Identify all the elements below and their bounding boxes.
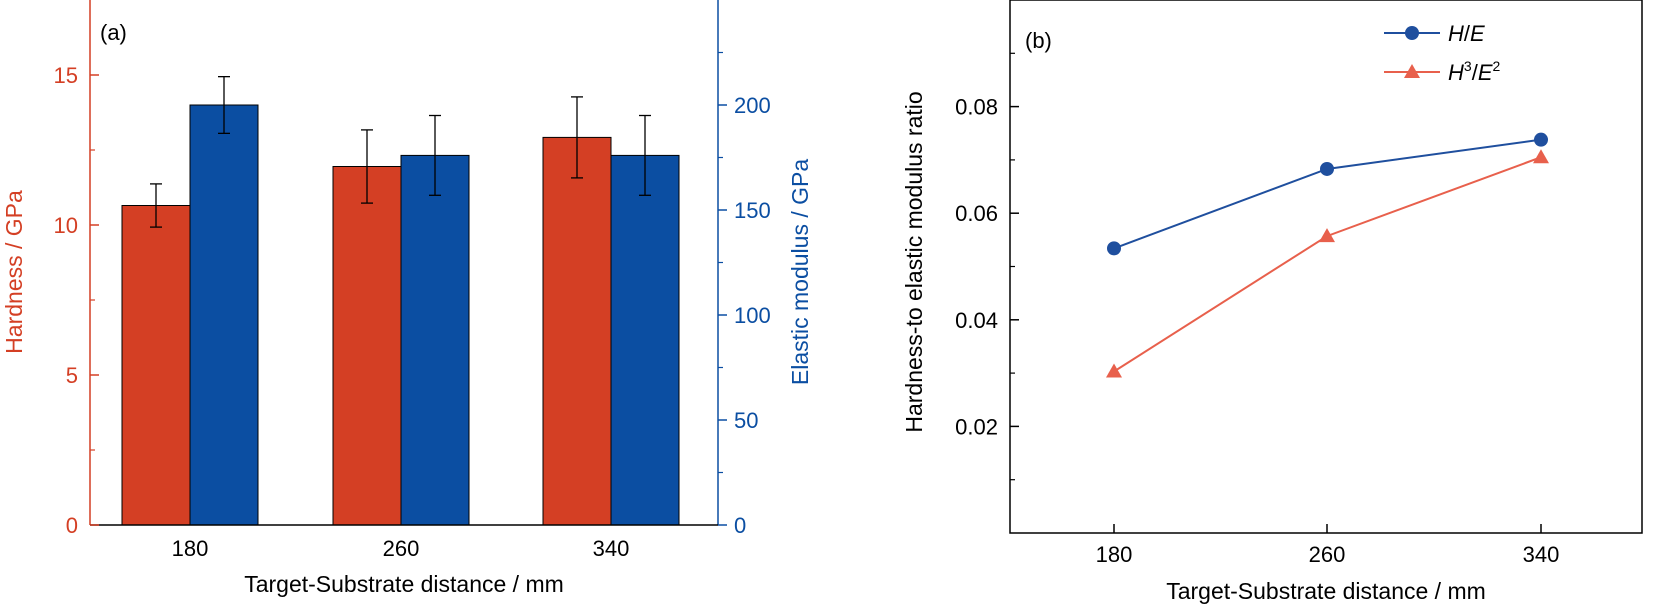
panel-a-left-ticks: 0 5 10 15 xyxy=(54,63,99,538)
legend-entry-h3e2: H3/E2 xyxy=(1384,58,1501,85)
panel-a-left-axis-title: Hardness / GPa xyxy=(1,190,27,354)
modulus-bar xyxy=(610,154,680,526)
h3e2-series-line xyxy=(1113,156,1542,373)
h3e2-point xyxy=(1106,363,1122,378)
panel-a-label: (a) xyxy=(100,20,127,45)
b-x-tick-label: 260 xyxy=(1309,542,1346,567)
legend-h3e2-marker xyxy=(1404,64,1420,78)
a-left-tick-label: 15 xyxy=(54,63,78,88)
a-x-tick-label: 180 xyxy=(172,536,209,561)
h3e2-point xyxy=(1319,228,1335,243)
panel-b: 0.02 0.04 0.06 0.08 180 260 340 (b) Target-Su… xyxy=(901,0,1643,604)
panel-b-x-axis-title: Target-Substrate distance / mm xyxy=(1166,578,1486,604)
a-right-tick-label: 100 xyxy=(734,303,771,328)
a-right-tick-label: 150 xyxy=(734,198,771,223)
panel-a-right-ticks: 0 50 100 150 200 xyxy=(718,51,771,538)
panel-b-series xyxy=(1106,132,1549,378)
panel-a-right-axis-title: Elastic modulus / GPa xyxy=(787,159,813,385)
panel-b-y-axis-title: Hardness-to elastic modulus ratio xyxy=(901,91,927,432)
legend-he-label: H/E xyxy=(1448,21,1485,46)
b-x-tick-label: 340 xyxy=(1523,542,1560,567)
modulus-bar xyxy=(400,154,470,526)
hardness-bar xyxy=(542,136,612,526)
legend-entry-he: H/E xyxy=(1384,21,1485,46)
legend-h3e2-label: H3/E2 xyxy=(1448,58,1501,85)
panel-b-y-ticks: 0.02 0.04 0.06 0.08 xyxy=(955,52,1019,481)
a-x-tick-label: 260 xyxy=(383,536,420,561)
panel-b-legend: H/E H3/E2 xyxy=(1384,21,1501,85)
panel-a-gridlayer xyxy=(121,104,680,526)
b-y-tick-label: 0.06 xyxy=(955,201,998,226)
panel-a-errorbars xyxy=(150,76,651,228)
a-right-tick-label: 50 xyxy=(734,408,758,433)
panel-a-x-axis-title: Target-Substrate distance / mm xyxy=(244,571,564,597)
panel-b-x-ticks: 180 260 340 xyxy=(1096,524,1560,567)
modulus-bar xyxy=(189,104,259,526)
b-y-tick-label: 0.02 xyxy=(955,414,998,439)
hardness-bar xyxy=(332,166,402,526)
panel-b-label: (b) xyxy=(1025,28,1052,53)
he-point xyxy=(1107,241,1121,256)
a-left-tick-label: 0 xyxy=(66,513,78,538)
panel-a-x-ticks: 180 260 340 xyxy=(172,536,630,561)
b-y-tick-label: 0.08 xyxy=(955,95,998,120)
legend-he-marker xyxy=(1405,26,1419,40)
a-left-tick-label: 5 xyxy=(66,363,78,388)
b-y-tick-label: 0.04 xyxy=(955,308,998,333)
he-point xyxy=(1320,161,1334,176)
hardness-bar xyxy=(121,205,191,526)
he-point xyxy=(1534,132,1548,147)
a-x-tick-label: 340 xyxy=(593,536,630,561)
h3e2-point xyxy=(1533,149,1549,164)
a-right-tick-label: 200 xyxy=(734,93,771,118)
panel-b-frame xyxy=(1009,0,1643,534)
panel-a: 0 5 10 15 0 50 100 150 200 180 260 340 (a) Target… xyxy=(1,0,813,597)
b-x-tick-label: 180 xyxy=(1096,542,1133,567)
a-left-tick-label: 10 xyxy=(54,213,78,238)
a-right-tick-label: 0 xyxy=(734,513,746,538)
